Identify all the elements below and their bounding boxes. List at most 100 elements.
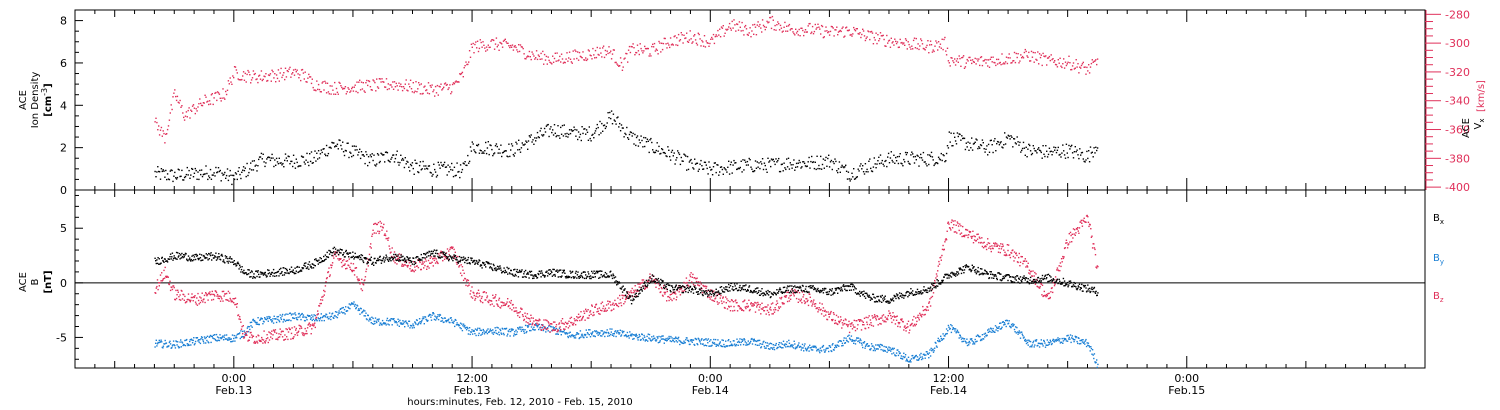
data-point-density xyxy=(191,167,193,170)
data-point-density xyxy=(244,167,246,169)
data-point-by xyxy=(1071,335,1073,337)
data-point-density xyxy=(603,124,606,126)
data-point-bz xyxy=(549,331,551,333)
data-point-bz xyxy=(407,264,409,267)
data-point-by xyxy=(892,352,895,354)
data-point-vx xyxy=(576,57,578,60)
data-point-density xyxy=(404,157,406,159)
data-point-vx xyxy=(434,85,437,88)
data-point-density xyxy=(786,166,789,168)
data-point-bz xyxy=(205,293,207,295)
data-point-by xyxy=(1085,345,1088,348)
data-point-by xyxy=(433,318,436,321)
data-point-bz xyxy=(624,301,626,303)
data-point-bz xyxy=(478,292,480,295)
data-point-vx xyxy=(853,26,855,29)
data-point-density xyxy=(707,173,709,175)
data-point-density xyxy=(934,163,936,165)
data-point-density xyxy=(770,165,772,168)
data-point-bz xyxy=(527,317,530,320)
data-point-by xyxy=(994,331,996,333)
data-point-density xyxy=(252,169,255,171)
data-point-bz xyxy=(358,279,361,281)
data-point-bz xyxy=(654,278,656,281)
data-point-vx xyxy=(690,38,692,40)
data-point-vx xyxy=(194,112,196,115)
data-point-by xyxy=(906,359,908,362)
data-point-vx xyxy=(353,86,355,88)
data-point-by xyxy=(299,314,302,316)
data-point-by xyxy=(316,320,318,322)
data-point-bz xyxy=(454,251,456,253)
data-point-bz xyxy=(159,274,162,276)
data-point-density xyxy=(560,126,562,129)
data-point-density xyxy=(247,174,249,177)
data-point-bz xyxy=(468,282,471,284)
data-point-by xyxy=(1074,339,1076,341)
data-point-vx xyxy=(775,29,777,31)
data-point-by xyxy=(1081,339,1083,341)
data-point-density xyxy=(699,163,701,165)
data-point-bz xyxy=(242,333,244,335)
data-point-density xyxy=(547,123,549,126)
data-point-by xyxy=(340,311,343,313)
data-point-vx xyxy=(424,85,426,87)
data-point-density xyxy=(935,162,937,164)
data-point-bz xyxy=(306,332,308,335)
data-point-by xyxy=(221,336,224,338)
data-point-vx xyxy=(514,45,516,47)
data-point-vx xyxy=(533,55,535,57)
data-point-bz xyxy=(664,291,667,294)
data-point-density xyxy=(275,157,278,160)
data-point-by xyxy=(577,333,580,335)
data-point-density xyxy=(300,155,303,157)
data-point-by xyxy=(683,340,685,342)
data-point-density xyxy=(289,163,291,165)
data-point-density xyxy=(711,174,714,176)
data-point-by xyxy=(1050,343,1053,346)
data-point-by xyxy=(597,334,599,336)
data-point-vx xyxy=(788,23,791,26)
data-point-by xyxy=(775,344,777,346)
data-point-by xyxy=(216,340,218,342)
data-point-bz xyxy=(619,298,621,301)
data-point-vx xyxy=(638,53,640,56)
data-point-vx xyxy=(234,66,237,68)
data-point-by xyxy=(573,335,575,337)
data-point-vx xyxy=(992,56,994,58)
data-point-vx xyxy=(966,58,968,61)
data-point-vx xyxy=(855,28,858,30)
data-point-density xyxy=(170,169,172,171)
data-point-by xyxy=(420,322,422,325)
data-point-vx xyxy=(789,29,791,31)
data-point-by xyxy=(773,348,776,351)
data-point-density xyxy=(394,157,397,160)
data-point-density xyxy=(1040,151,1042,154)
data-point-bz xyxy=(600,302,602,305)
data-point-density xyxy=(1041,157,1043,159)
data-point-density xyxy=(428,165,431,167)
data-point-bz xyxy=(314,322,316,324)
data-point-by xyxy=(802,347,804,349)
data-point-by xyxy=(654,337,656,339)
data-point-density xyxy=(614,120,616,122)
data-point-bz xyxy=(599,309,602,311)
data-point-bz xyxy=(695,280,698,283)
data-point-vx xyxy=(837,31,840,33)
data-point-bz xyxy=(271,337,274,340)
data-point-vx xyxy=(937,41,940,43)
data-point-vx xyxy=(1013,51,1016,54)
data-point-bz xyxy=(197,292,199,295)
data-point-by xyxy=(417,324,419,326)
data-point-vx xyxy=(431,84,433,86)
data-point-density xyxy=(677,150,679,152)
data-point-bz xyxy=(165,275,167,278)
data-point-density xyxy=(627,138,630,140)
data-point-bz xyxy=(412,261,415,263)
data-point-density xyxy=(291,160,293,163)
data-point-vx xyxy=(795,28,797,30)
data-point-by xyxy=(957,331,960,334)
data-point-bz xyxy=(506,301,508,303)
data-point-by xyxy=(293,317,296,320)
data-point-density xyxy=(1061,152,1063,154)
